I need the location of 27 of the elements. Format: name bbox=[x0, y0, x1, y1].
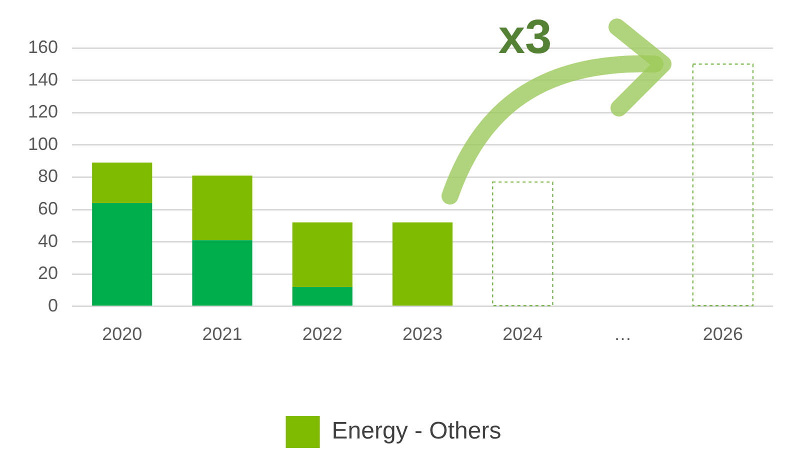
bar bbox=[192, 240, 252, 306]
x-tick-label: 2026 bbox=[702, 324, 743, 344]
y-tick-label: 20 bbox=[38, 263, 58, 284]
bar bbox=[292, 222, 352, 288]
x-tick-label: 2021 bbox=[202, 324, 242, 344]
y-tick-label: 60 bbox=[38, 198, 58, 218]
bar bbox=[692, 64, 754, 306]
x-tick-label: 2022 bbox=[302, 324, 342, 344]
bar bbox=[92, 162, 152, 204]
y-tick-label: 100 bbox=[28, 134, 58, 154]
x-tick-label: 2020 bbox=[102, 324, 142, 344]
bar bbox=[192, 176, 252, 240]
x-tick-label: … bbox=[614, 324, 632, 344]
y-tick-label: 40 bbox=[38, 230, 58, 251]
annotation: x3 bbox=[498, 11, 552, 64]
bar bbox=[492, 181, 554, 306]
y-tick-label: 0 bbox=[48, 295, 58, 316]
y-tick-label: 80 bbox=[38, 166, 58, 186]
y-tick-label: 140 bbox=[28, 69, 58, 90]
legend-label: Energy - Others bbox=[332, 418, 502, 445]
bar bbox=[292, 287, 352, 306]
x-tick-label: 2023 bbox=[402, 324, 443, 344]
y-tick-label: 120 bbox=[28, 102, 58, 122]
x-tick-label: 2024 bbox=[502, 324, 543, 344]
bar bbox=[92, 203, 152, 306]
y-tick-label: 160 bbox=[28, 36, 58, 57]
bar bbox=[392, 222, 453, 306]
